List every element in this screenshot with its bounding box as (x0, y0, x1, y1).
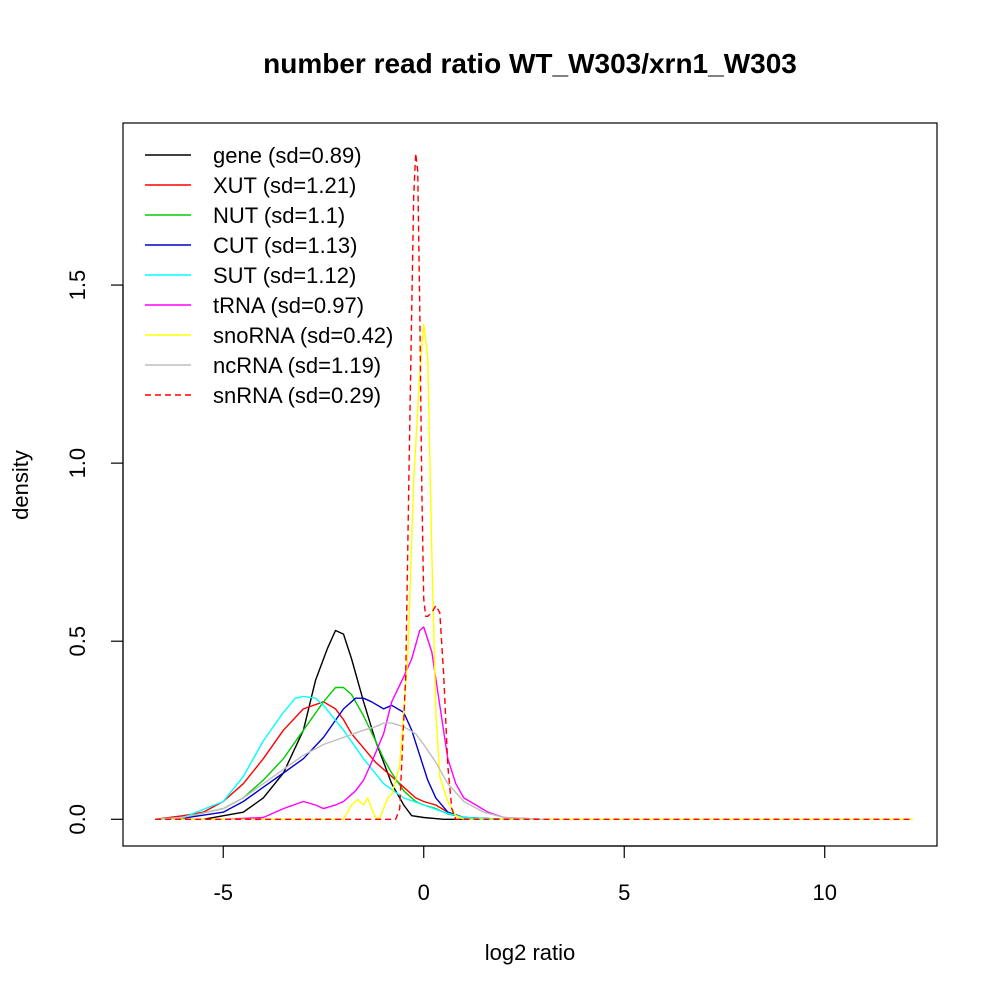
series-line-5 (155, 626, 545, 820)
chart-title: number read ratio WT_W303/xrn1_W303 (263, 48, 797, 79)
y-axis: 0.0 0.5 1.0 1.5 (65, 270, 124, 835)
legend-label: SUT (sd=1.12) (213, 263, 356, 288)
legend-label: CUT (sd=1.13) (213, 233, 357, 258)
y-tick-label: 1.5 (65, 270, 90, 301)
x-axis-label: log2 ratio (485, 940, 576, 965)
series-line-3 (155, 697, 504, 820)
plot-frame (122, 122, 938, 847)
y-tick-label: 0.5 (65, 626, 90, 657)
x-tick-label: 5 (618, 880, 630, 905)
legend-label: NUT (sd=1.1) (213, 203, 345, 228)
legend-label: ncRNA (sd=1.19) (213, 353, 381, 378)
series-line-8 (155, 152, 913, 820)
series-line-0 (155, 629, 544, 820)
legend-label: gene (sd=0.89) (213, 143, 362, 168)
legend-label: tRNA (sd=0.97) (213, 293, 364, 318)
x-tick-label: -5 (213, 880, 233, 905)
series-line-4 (155, 695, 504, 820)
x-axis: -5 0 5 10 (213, 845, 837, 905)
x-tick-label: 0 (418, 880, 430, 905)
y-axis-label: density (8, 450, 33, 520)
series-line-6 (155, 323, 913, 820)
y-tick-label: 1.0 (65, 448, 90, 479)
legend-label: XUT (sd=1.21) (213, 173, 356, 198)
y-tick-label: 0.0 (65, 804, 90, 835)
x-tick-label: 10 (812, 880, 836, 905)
legend-label: snRNA (sd=0.29) (213, 383, 381, 408)
series-lines (155, 152, 913, 820)
legend: gene (sd=0.89) XUT (sd=1.21) NUT (sd=1.1) C… (145, 143, 393, 408)
series-line-7 (155, 722, 545, 820)
legend-label: snoRNA (sd=0.42) (213, 323, 393, 348)
